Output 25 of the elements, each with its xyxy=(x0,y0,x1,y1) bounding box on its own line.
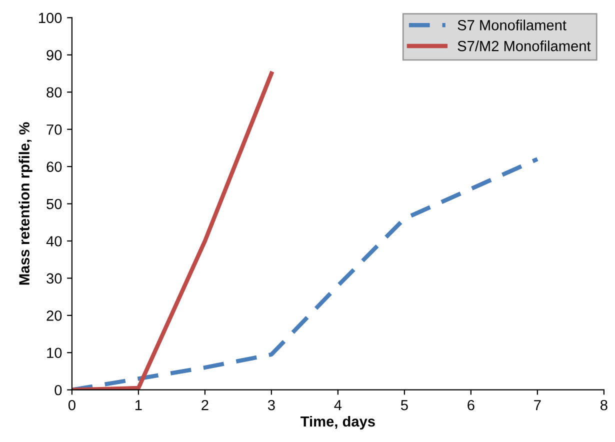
y-tick-label: 60 xyxy=(46,162,62,172)
legend-label: S7 Monofilament xyxy=(458,20,566,30)
x-tick-label: 7 xyxy=(534,400,541,410)
y-tick-label: 10 xyxy=(47,348,62,358)
legend-label: S7/M2 Monofilament xyxy=(458,40,591,52)
x-tick-label: 8 xyxy=(600,400,608,410)
x-tick-label: 0 xyxy=(68,400,76,410)
y-tick-label: 90 xyxy=(46,50,62,60)
line-series xyxy=(72,71,274,390)
x-tick-label: 1 xyxy=(136,400,142,410)
x-tick-label: 2 xyxy=(202,400,208,410)
y-tick-label: 0 xyxy=(54,384,62,396)
y-tick-label: 20 xyxy=(46,310,62,321)
x-tick-label: 4 xyxy=(334,400,342,410)
x-axis-title: Time, days xyxy=(300,416,375,430)
y-tick-label: 50 xyxy=(46,198,62,210)
y-tick-label: 80 xyxy=(46,87,62,98)
y-tick-label: 100 xyxy=(39,12,62,24)
y-tick-label: 70 xyxy=(46,124,62,135)
x-tick-label: 3 xyxy=(268,400,275,410)
y-axis-title: Mass retention rpfile, % xyxy=(18,122,32,285)
x-tick-label: 6 xyxy=(468,400,474,410)
y-tick-label: 40 xyxy=(46,236,62,246)
y-tick-label: 30 xyxy=(46,273,62,284)
x-tick-label: 5 xyxy=(400,400,408,410)
